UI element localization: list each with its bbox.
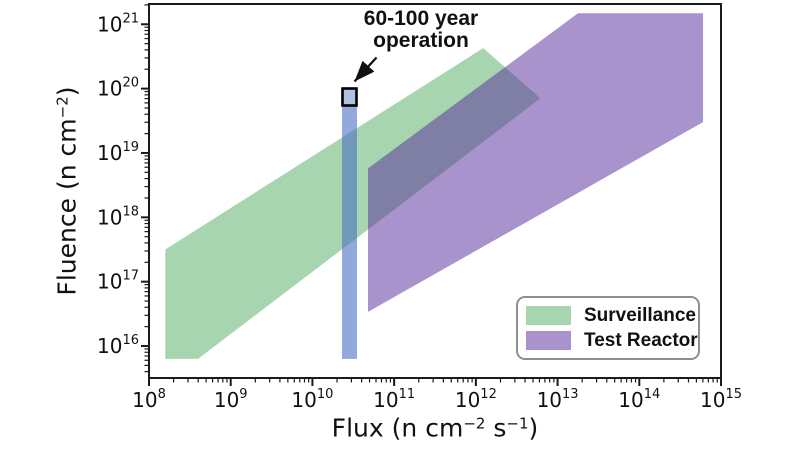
annotation-line-1: 60-100 year bbox=[363, 7, 479, 30]
x-tick-label-10e14: 1014 bbox=[618, 387, 660, 412]
x-tick-label-10e8: 108 bbox=[132, 387, 166, 412]
legend-label-test-reactor: Test Reactor bbox=[584, 329, 698, 351]
x-tick-label-10e13: 1013 bbox=[537, 387, 579, 412]
legend-swatch-surveillance bbox=[526, 306, 571, 325]
y-tick-label-10e21: 1021 bbox=[97, 11, 139, 36]
legend-swatch-test-reactor bbox=[526, 331, 571, 350]
x-tick-label-10e12: 1012 bbox=[455, 387, 497, 412]
legend-entry-test-reactor: Test Reactor bbox=[526, 328, 698, 353]
axis-ticks bbox=[141, 4, 722, 386]
legend: Surveillance Test Reactor bbox=[516, 296, 700, 360]
y-tick-label-10e19: 1019 bbox=[97, 140, 139, 165]
y-axis-label: Fluence (n cm−2) bbox=[52, 86, 82, 296]
x-tick-label-10e9: 109 bbox=[214, 387, 248, 412]
plot-frame bbox=[148, 3, 722, 379]
x-tick-label-10e10: 1010 bbox=[291, 387, 333, 412]
legend-entry-surveillance: Surveillance bbox=[526, 303, 696, 328]
operation-marker-square bbox=[341, 87, 358, 107]
y-tick-label-10e20: 1020 bbox=[97, 76, 139, 101]
operation-band-bar bbox=[342, 89, 357, 359]
x-tick-label-10e11: 1011 bbox=[373, 387, 415, 412]
x-axis-label: Flux (n cm−2 s−1) bbox=[331, 413, 539, 443]
y-tick-label-10e18: 1018 bbox=[97, 204, 139, 229]
annotation-arrow bbox=[353, 56, 378, 83]
x-tick-label-10e15: 1015 bbox=[700, 387, 742, 412]
annotation-operation: 60-100 year operation bbox=[364, 8, 478, 52]
y-tick-label-10e17: 1017 bbox=[97, 269, 139, 294]
region-test-reactor bbox=[368, 13, 703, 312]
annotation-line-2: operation bbox=[373, 29, 469, 52]
legend-label-surveillance: Surveillance bbox=[584, 304, 696, 326]
y-tick-label-10e16: 1016 bbox=[97, 333, 139, 358]
